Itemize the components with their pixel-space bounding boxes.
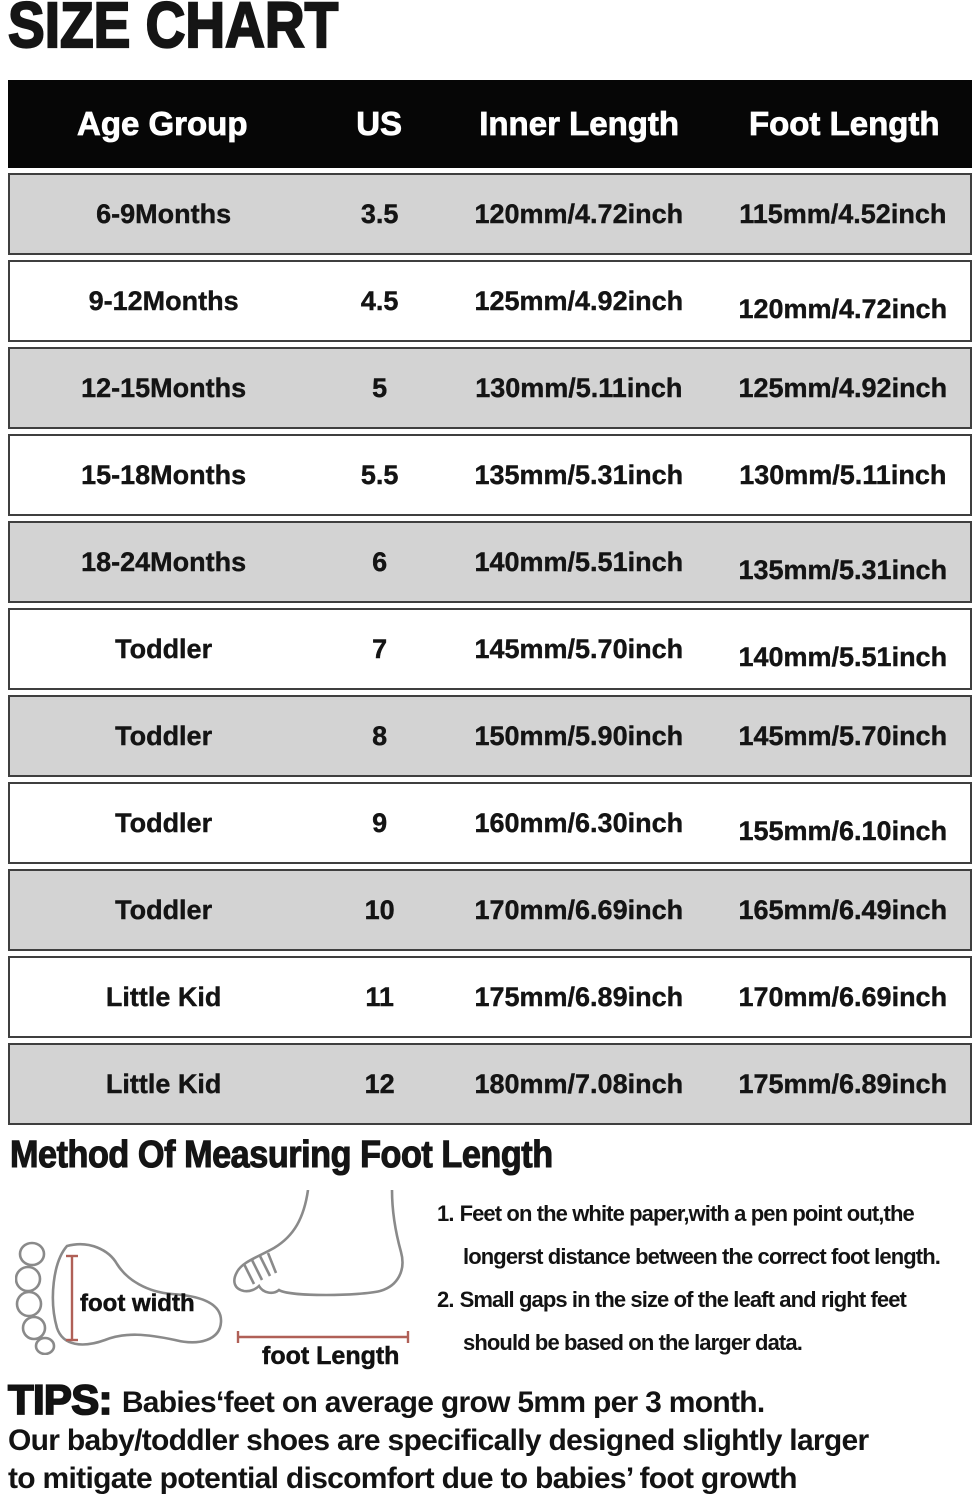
size-table: Age Group US Inner Length Foot Length 6-…: [8, 80, 972, 1125]
instruction-1-line-1: 1. Feet on the white paper,with a pen poi…: [437, 1201, 915, 1226]
cell-us-size: 12: [364, 1068, 395, 1099]
cell-us-size: 8: [372, 720, 388, 751]
header-inner-length: Inner Length: [479, 105, 680, 143]
cell-age-group: Little Kid: [105, 1068, 222, 1099]
cell-foot-length: 115mm/4.52inch: [739, 198, 947, 229]
cell-inner-length: 120mm/4.72inch: [474, 198, 684, 229]
foot-side-view-illustration: [233, 1190, 410, 1343]
table-row: 6-9Months 3.5 120mm/4.72inch 115mm/4.52i…: [8, 173, 972, 255]
tips-line-3: to mitigate potential discomfort due to …: [8, 1462, 797, 1495]
cell-us-size: 10: [364, 894, 395, 925]
cell-age-group: Toddler: [115, 807, 213, 838]
tips-label: TIPS:: [7, 1376, 113, 1423]
cell-us-size: 11: [365, 981, 394, 1012]
cell-foot-length: 140mm/5.51inch: [738, 641, 948, 672]
cell-inner-length: 130mm/5.11inch: [475, 372, 683, 403]
cell-inner-length: 125mm/4.92inch: [474, 285, 684, 316]
cell-us-size: 3.5: [360, 198, 399, 229]
instruction-2-line-2: should be based on the larger data.: [463, 1330, 803, 1355]
method-section-title: Method Of Measuring Foot Length: [10, 1133, 554, 1176]
cell-age-group: Little Kid: [105, 981, 222, 1012]
cell-inner-length: 175mm/6.89inch: [474, 981, 684, 1012]
cell-inner-length: 140mm/5.51inch: [474, 546, 684, 577]
tips-section: TIPS: Babies‘feet on average grow 5mm per…: [7, 1376, 978, 1498]
header-us-size: US: [356, 105, 403, 143]
instruction-2-number: 2.: [437, 1287, 454, 1312]
cell-age-group: 9-12Months: [88, 285, 239, 316]
header-age-group: Age Group: [76, 105, 248, 143]
cell-us-size: 5: [372, 372, 388, 403]
tips-line-1: TIPS: Babies‘feet on average grow 5mm per…: [7, 1376, 765, 1423]
cell-foot-length: 170mm/6.69inch: [738, 981, 948, 1012]
cell-us-size: 9: [372, 807, 388, 838]
cell-foot-length: 145mm/5.70inch: [738, 720, 948, 751]
table-row: 9-12Months 4.5 125mm/4.92inch 120mm/4.72…: [8, 260, 972, 342]
cell-age-group: Toddler: [115, 894, 213, 925]
size-table-header-row: Age Group US Inner Length Foot Length: [8, 80, 972, 168]
cell-inner-length: 150mm/5.90inch: [474, 720, 684, 751]
instruction-2-line-1: 2. Small gaps in the size of the leaft an…: [437, 1287, 907, 1312]
cell-age-group: Toddler: [115, 633, 213, 664]
cell-us-size: 4.5: [360, 285, 399, 316]
foot-length-label: foot Length: [262, 1342, 400, 1371]
cell-us-size: 6: [372, 546, 388, 577]
cell-age-group: 15-18Months: [81, 459, 247, 490]
tips-line-2: Our baby/toddler shoes are specifically …: [8, 1424, 869, 1457]
table-row: Toddler 10 170mm/6.69inch 165mm/6.49inch: [8, 869, 972, 951]
cell-age-group: 6-9Months: [96, 198, 232, 229]
cell-inner-length: 145mm/5.70inch: [474, 633, 684, 664]
table-row: 12-15Months 5 130mm/5.11inch 125mm/4.92i…: [8, 347, 972, 429]
foot-width-label: foot width: [80, 1290, 195, 1318]
cell-inner-length: 135mm/5.31inch: [474, 459, 684, 490]
cell-foot-length: 155mm/6.10inch: [738, 815, 948, 846]
table-row: Toddler 7 145mm/5.70inch 140mm/5.51inch: [8, 608, 972, 690]
table-row: Little Kid 12 180mm/7.08inch 175mm/6.89i…: [8, 1043, 972, 1125]
instruction-1-number: 1.: [437, 1201, 454, 1226]
cell-foot-length: 120mm/4.72inch: [738, 293, 948, 324]
cell-age-group: 12-15Months: [81, 372, 247, 403]
header-foot-length: Foot Length: [748, 105, 940, 143]
cell-inner-length: 170mm/6.69inch: [474, 894, 684, 925]
measuring-instructions: 1. Feet on the white paper,with a pen poi…: [437, 1192, 977, 1364]
table-row: 18-24Months 6 140mm/5.51inch 135mm/5.31i…: [8, 521, 972, 603]
cell-foot-length: 130mm/5.11inch: [739, 459, 947, 490]
cell-foot-length: 125mm/4.92inch: [738, 372, 948, 403]
cell-age-group: Toddler: [115, 720, 213, 751]
page-title: SIZE CHART: [7, 0, 339, 62]
foot-width-measure-line: [66, 1254, 78, 1342]
instruction-1-line-2: longerst distance between the correct fo…: [463, 1244, 941, 1269]
cell-foot-length: 135mm/5.31inch: [738, 554, 948, 585]
cell-us-size: 5.5: [360, 459, 399, 490]
cell-us-size: 7: [372, 633, 388, 664]
table-row: Toddler 8 150mm/5.90inch 145mm/5.70inch: [8, 695, 972, 777]
cell-inner-length: 160mm/6.30inch: [474, 807, 684, 838]
table-row: 15-18Months 5.5 135mm/5.31inch 130mm/5.1…: [8, 434, 972, 516]
table-row: Little Kid 11 175mm/6.89inch 170mm/6.69i…: [8, 956, 972, 1038]
cell-foot-length: 175mm/6.89inch: [738, 1068, 948, 1099]
cell-inner-length: 180mm/7.08inch: [474, 1068, 684, 1099]
table-row: Toddler 9 160mm/6.30inch 155mm/6.10inch: [8, 782, 972, 864]
cell-age-group: 18-24Months: [81, 546, 247, 577]
foot-top-view-illustration: [15, 1241, 223, 1355]
cell-foot-length: 165mm/6.49inch: [738, 894, 948, 925]
foot-length-measure-line: [236, 1331, 410, 1343]
